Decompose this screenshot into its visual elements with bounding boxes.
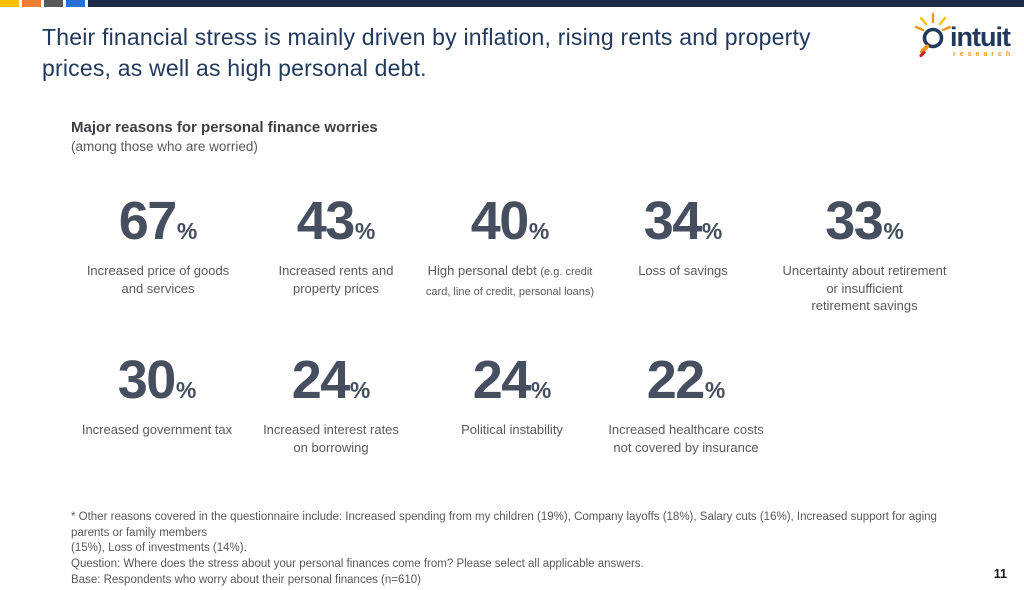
percent-sign: % <box>528 218 550 244</box>
stat-value: 67% <box>118 191 198 251</box>
stat-label: Increased government tax <box>81 422 233 437</box>
stat-value: 22% <box>646 350 726 410</box>
logo-brand-text: intuit <box>950 22 1011 52</box>
stat-loss-of-savings: 34% Loss of savings <box>583 193 783 280</box>
percent-sign: % <box>354 218 376 244</box>
stat-value: 24% <box>472 350 552 410</box>
intuit-research-logo: intuit research <box>913 10 1023 58</box>
stat-label: Uncertainty about retirement or insuffic… <box>782 263 947 313</box>
page-number: 11 <box>993 567 1007 581</box>
top-accent-bar <box>0 0 1024 7</box>
stat-label: Loss of savings <box>638 263 728 278</box>
stat-label: High personal debt (e.g. credit card, li… <box>425 263 595 298</box>
stat-healthcare-costs: 22% Increased healthcare costs not cover… <box>586 352 786 456</box>
percent-sign: % <box>349 377 371 403</box>
stat-interest-rates: 24% Increased interest rates on borrowin… <box>231 352 431 456</box>
stat-label: Political instability <box>461 422 563 437</box>
stat-value: 43% <box>296 191 376 251</box>
stat-value: 40% <box>470 191 550 251</box>
stat-label: Increased healthcare costs not covered b… <box>608 422 764 455</box>
stat-high-personal-debt: 40% High personal debt (e.g. credit card… <box>410 193 610 301</box>
stat-label-note: (e.g. credit card, line of credit, perso… <box>425 266 595 298</box>
percent-sign: % <box>883 218 904 244</box>
percent-sign: % <box>704 377 726 403</box>
footnote: * Other reasons covered in the questionn… <box>71 511 937 586</box>
stat-label: Increased interest rates on borrowing <box>263 422 399 455</box>
stat-value: 34% <box>643 191 723 251</box>
section-heading: Major reasons for personal finance worri… <box>71 119 378 136</box>
stat-government-tax: 30% Increased government tax <box>57 352 257 439</box>
percent-sign: % <box>530 377 552 403</box>
stat-increased-price-goods: 67% Increased price of goods and service… <box>58 193 258 297</box>
stat-political-instability: 24% Political instability <box>412 352 612 439</box>
stat-label: Increased rents and property prices <box>278 263 394 296</box>
stat-value: 30% <box>117 350 197 410</box>
stat-label: Increased price of goods and services <box>86 263 230 296</box>
stat-value: 33% <box>825 191 904 251</box>
percent-sign: % <box>701 218 723 244</box>
percent-sign: % <box>175 377 197 403</box>
accent-segment-gold <box>0 0 19 7</box>
accent-segment-navy <box>88 0 1024 7</box>
accent-segment-orange <box>22 0 41 7</box>
stat-retirement-uncertainty: 33% Uncertainty about retirement or insu… <box>762 193 967 315</box>
section-subheading: (among those who are worried) <box>71 139 258 154</box>
accent-segment-blue <box>66 0 85 7</box>
stat-increased-rents: 43% Increased rents and property prices <box>236 193 436 297</box>
accent-segment-gray <box>44 0 63 7</box>
logo-tagline-text: research <box>953 51 1015 58</box>
percent-sign: % <box>176 218 198 244</box>
slide-title: Their financial stress is mainly driven … <box>42 24 811 81</box>
stat-value: 24% <box>291 350 371 410</box>
